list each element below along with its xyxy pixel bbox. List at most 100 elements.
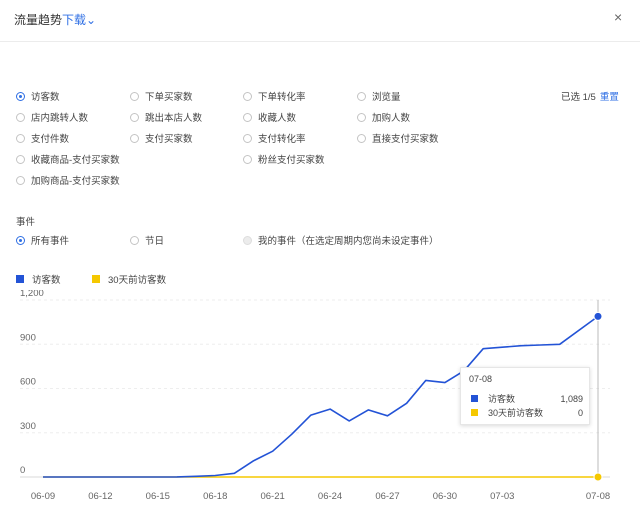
series-point-1 xyxy=(593,472,603,482)
event-option[interactable]: 节日 xyxy=(130,233,164,247)
tooltip-value: 1,089 xyxy=(560,393,583,404)
radio-icon xyxy=(357,133,366,143)
radio-icon xyxy=(16,91,25,101)
radio-icon xyxy=(243,91,252,101)
metric-option[interactable]: 直接支付买家数 xyxy=(357,131,439,145)
y-tick-label: 0 xyxy=(20,465,25,476)
y-tick-label: 1,200 xyxy=(20,290,44,299)
event-option[interactable]: 所有事件 xyxy=(16,233,69,247)
metric-label: 下单买家数 xyxy=(145,92,193,103)
metric-option[interactable]: 店内跳转人数 xyxy=(16,110,88,124)
metric-option[interactable]: 粉丝支付买家数 xyxy=(243,152,325,166)
tooltip-date: 07-08 xyxy=(469,374,493,384)
metric-option[interactable]: 支付转化率 xyxy=(243,131,306,145)
event-option: 我的事件（在选定周期内您尚未设定事件） xyxy=(243,233,439,247)
metric-label: 直接支付买家数 xyxy=(372,134,439,145)
metric-label: 店内跳转人数 xyxy=(31,113,89,124)
radio-icon xyxy=(16,112,25,122)
events-label: 事件 xyxy=(16,217,36,228)
x-tick-label: 07-08 xyxy=(586,491,610,502)
x-tick-label: 06-21 xyxy=(260,491,284,502)
metric-label: 粉丝支付买家数 xyxy=(258,155,325,166)
x-tick-label: 06-15 xyxy=(146,491,170,502)
download-link[interactable]: 下载⌄ xyxy=(62,13,96,27)
tooltip-label: 30天前访客数 xyxy=(488,408,544,418)
radio-icon xyxy=(16,154,25,164)
selection-count: 已选 1/5 重置 xyxy=(561,89,619,103)
trend-chart[interactable]: 0 300 600 900 1,200 06-09 06-12 06-15 06-18 06-21… xyxy=(0,290,640,510)
close-icon[interactable]: × xyxy=(614,9,623,25)
y-tick-label: 600 xyxy=(20,377,36,388)
chevron-down-icon: ⌄ xyxy=(86,13,97,27)
metric-label: 下单转化率 xyxy=(258,92,306,103)
metric-label: 加购商品-支付买家数 xyxy=(31,176,120,187)
metric-option[interactable]: 下单转化率 xyxy=(243,89,306,103)
header-divider xyxy=(0,41,640,42)
event-label: 所有事件 xyxy=(31,236,70,247)
metric-option[interactable]: 支付件数 xyxy=(16,131,69,145)
radio-icon xyxy=(130,133,139,143)
tooltip-value: 0 xyxy=(577,407,583,418)
x-tick-label: 06-24 xyxy=(318,491,342,502)
metric-label: 收藏商品-支付买家数 xyxy=(31,155,120,166)
x-tick-label: 06-18 xyxy=(203,491,227,502)
radio-icon xyxy=(16,235,25,245)
radio-icon xyxy=(357,91,366,101)
metric-option[interactable]: 支付买家数 xyxy=(130,131,193,145)
metric-option[interactable]: 浏览量 xyxy=(357,89,401,103)
radio-icon xyxy=(130,235,139,245)
x-tick-label: 06-12 xyxy=(88,491,112,502)
title-text: 流量趋势 xyxy=(14,13,63,27)
radio-icon xyxy=(243,133,252,143)
tooltip-row: 30天前访客数 0 xyxy=(471,406,583,419)
dialog-title: 流量趋势下载⌄ xyxy=(14,11,96,28)
chart-tooltip: 07-08 访客数 1,089 30天前访客数 0 xyxy=(460,367,590,425)
tooltip-label: 访客数 xyxy=(488,394,516,404)
legend-visitors[interactable]: 访客数 xyxy=(16,272,61,286)
tooltip-row: 访客数 1,089 xyxy=(471,392,583,405)
y-tick-label: 900 xyxy=(20,332,36,343)
metric-label: 支付买家数 xyxy=(145,134,193,145)
legend-visitors-30d[interactable]: 30天前访客数 xyxy=(92,272,166,286)
metric-label: 支付转化率 xyxy=(258,134,306,145)
metric-option[interactable]: 收藏商品-支付买家数 xyxy=(16,152,120,166)
tooltip-swatch xyxy=(471,409,478,416)
legend-swatch xyxy=(92,275,100,283)
radio-icon xyxy=(16,133,25,143)
x-tick-label: 06-09 xyxy=(31,491,55,502)
event-label: 节日 xyxy=(145,236,165,247)
series-point-0 xyxy=(593,311,603,321)
metric-option[interactable]: 加购商品-支付买家数 xyxy=(16,173,120,187)
radio-icon xyxy=(243,235,252,245)
metric-option[interactable]: 跳出本店人数 xyxy=(130,110,202,124)
radio-icon xyxy=(130,112,139,122)
metric-label: 支付件数 xyxy=(31,134,70,145)
legend-label: 访客数 xyxy=(32,275,61,286)
metric-option[interactable]: 访客数 xyxy=(16,89,60,103)
radio-icon xyxy=(130,91,139,101)
series-line-0 xyxy=(43,315,599,478)
radio-icon xyxy=(243,154,252,164)
x-tick-label: 06-30 xyxy=(433,491,457,502)
metric-option[interactable]: 加购人数 xyxy=(357,110,410,124)
metric-label: 加购人数 xyxy=(372,113,411,124)
metric-option[interactable]: 收藏人数 xyxy=(243,110,296,124)
x-tick-label: 07-03 xyxy=(490,491,514,502)
metric-label: 收藏人数 xyxy=(258,113,297,124)
radio-icon xyxy=(243,112,252,122)
y-tick-label: 300 xyxy=(20,421,36,432)
x-tick-label: 06-27 xyxy=(375,491,399,502)
metric-label: 跳出本店人数 xyxy=(145,113,203,124)
legend-swatch xyxy=(16,275,24,283)
reset-link[interactable]: 重置 xyxy=(599,92,619,103)
radio-icon xyxy=(16,175,25,185)
metric-option[interactable]: 下单买家数 xyxy=(130,89,193,103)
event-label: 我的事件（在选定周期内您尚未设定事件） xyxy=(258,236,439,247)
selection-text: 已选 1/5 xyxy=(561,92,596,103)
tooltip-swatch xyxy=(471,395,478,402)
metric-label: 浏览量 xyxy=(372,92,401,103)
metric-label: 访客数 xyxy=(31,92,60,103)
radio-icon xyxy=(357,112,366,122)
download-label: 下载 xyxy=(62,13,87,27)
legend-label: 30天前访客数 xyxy=(108,275,167,286)
